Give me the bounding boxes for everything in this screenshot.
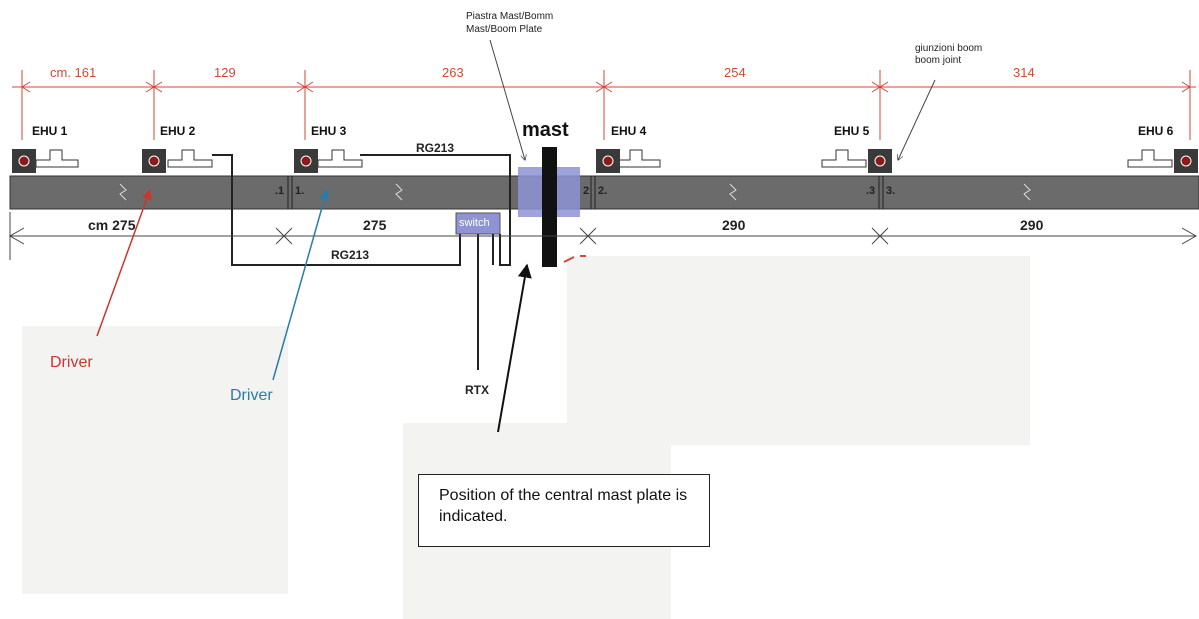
cable-label-upper: RG213 bbox=[416, 141, 455, 155]
top-dimension-label-5: 314 bbox=[1013, 65, 1035, 80]
annotation-panel-left bbox=[22, 326, 288, 594]
bottom-dimension-label-2: 275 bbox=[363, 217, 387, 233]
ehu-label-1: EHU 1 bbox=[32, 124, 68, 138]
segment-mark-1-right: 1. bbox=[295, 185, 305, 197]
top-dimension-line bbox=[12, 70, 1196, 140]
bottom-dimension-label-1: cm 275 bbox=[88, 217, 136, 233]
ehu-label-2: EHU 2 bbox=[160, 124, 196, 138]
driver-red-arrow bbox=[96, 189, 152, 337]
plate-label-italian: Piastra Mast/Bomm bbox=[466, 11, 554, 22]
plate-pointer-arrow bbox=[489, 39, 525, 160]
mast-plate-callout: Position of the central mast plate is in… bbox=[418, 474, 710, 547]
rtx-label: RTX bbox=[465, 383, 489, 397]
switch-label: switch bbox=[459, 217, 490, 229]
cables bbox=[212, 154, 511, 370]
ehu-label-4: EHU 4 bbox=[611, 124, 647, 138]
break-marks bbox=[119, 183, 1031, 201]
plate-label-english: Mast/Boom Plate bbox=[466, 24, 543, 35]
mast bbox=[542, 147, 557, 267]
ehu-label-6: EHU 6 bbox=[1138, 124, 1174, 138]
bottom-dimension-label-3: 290 bbox=[722, 217, 746, 233]
ehu-element-icons bbox=[35, 149, 1173, 168]
top-dimension-label-1: cm. 161 bbox=[50, 65, 97, 80]
mast-label: mast bbox=[522, 119, 569, 141]
annotation-panel-right bbox=[567, 256, 1030, 445]
segment-mark-2-right: 2. bbox=[598, 185, 608, 197]
segment-mark-2-left: 2 bbox=[583, 185, 590, 197]
segment-mark-3-right: 3. bbox=[886, 185, 896, 197]
driver-label-blue: Driver bbox=[230, 387, 273, 404]
segment-mark-3-left: .3 bbox=[866, 185, 876, 197]
segment-mark-1-left: .1 bbox=[275, 185, 285, 197]
top-dimension-label-3: 263 bbox=[442, 65, 464, 80]
joint-label-english: boom joint bbox=[915, 55, 962, 66]
driver-label-red: Driver bbox=[50, 354, 93, 371]
bottom-dimension-label-4: 290 bbox=[1020, 217, 1044, 233]
top-dimension-label-2: 129 bbox=[214, 65, 236, 80]
ehu-label-5: EHU 5 bbox=[834, 124, 870, 138]
bottom-dimension-line bbox=[8, 212, 1198, 260]
joint-label-italian: giunzioni boom bbox=[915, 43, 983, 54]
cable-label-lower: RG213 bbox=[331, 248, 370, 262]
top-dimension-label-4: 254 bbox=[724, 65, 746, 80]
driver-blue-arrow bbox=[272, 188, 330, 381]
mast-plate-arrow bbox=[497, 263, 532, 433]
boom-bar bbox=[9, 175, 1199, 210]
ehu-label-3: EHU 3 bbox=[311, 124, 347, 138]
joint-pointer-arrow bbox=[898, 79, 936, 160]
ehu-element-mounts bbox=[12, 149, 1198, 173]
